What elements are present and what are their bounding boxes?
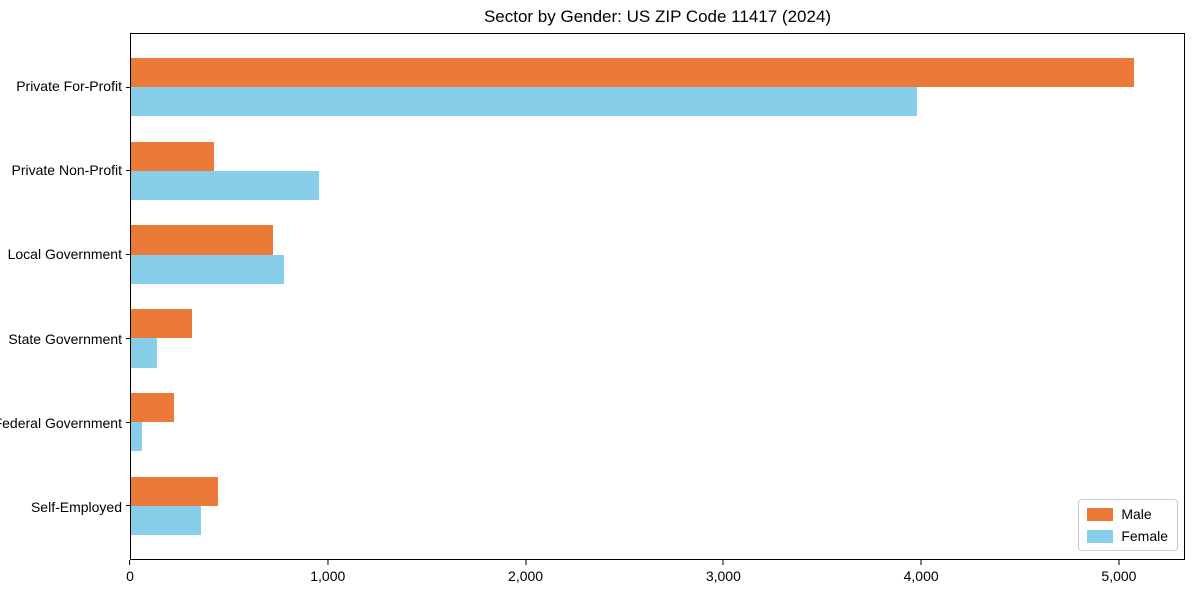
- bar-male: [131, 141, 214, 171]
- bar-female: [131, 170, 319, 201]
- y-tick-mark: [126, 86, 131, 88]
- y-tick-mark: [126, 254, 131, 256]
- x-tick-label: 4,000: [903, 568, 939, 584]
- x-tick-label: 1,000: [310, 568, 346, 584]
- x-tick-mark: [1118, 560, 1120, 565]
- y-tick-mark: [126, 170, 131, 172]
- x-tick-mark: [327, 560, 329, 565]
- y-axis-category-label: Local Government: [7, 246, 122, 263]
- x-tick: 2,000: [508, 560, 543, 584]
- x-tick: 3,000: [706, 560, 741, 584]
- x-axis: 0 1,000 2,000 3,000 4,000 5,000: [126, 560, 1185, 590]
- legend-label: Male: [1121, 506, 1152, 522]
- x-tick: 5,000: [1101, 560, 1136, 584]
- x-tick-mark: [920, 560, 922, 565]
- bar-female: [131, 338, 157, 368]
- legend-item-female: Female: [1087, 528, 1168, 544]
- chart-title: Sector by Gender: US ZIP Code 11417 (202…: [483, 7, 832, 26]
- y-tick-mark: [126, 337, 131, 339]
- bar-male: [131, 57, 1134, 88]
- y-axis-category-label: Private Non-Profit: [11, 162, 122, 179]
- x-tick-label: 3,000: [705, 568, 741, 584]
- x-tick-label: 2,000: [508, 568, 544, 584]
- x-tick-mark: [525, 560, 527, 565]
- y-axis-category-label: Private For-Profit: [16, 78, 122, 95]
- y-tick-mark: [126, 421, 131, 423]
- x-tick: 1,000: [310, 560, 345, 584]
- y-axis-category-label: Federal Government: [0, 414, 122, 431]
- bar-female: [131, 505, 202, 536]
- bar-female: [131, 422, 142, 452]
- legend-swatch-male: [1087, 507, 1114, 521]
- y-axis-category-label: Self-Employed: [30, 498, 122, 515]
- bar-male: [131, 309, 193, 339]
- x-tick-mark: [129, 560, 131, 565]
- legend-swatch-female: [1087, 529, 1114, 543]
- bar-male: [131, 225, 274, 255]
- y-axis-labels: Private For-Profit Private Non-Profit Loca…: [0, 33, 122, 560]
- plot-area: Male Female: [126, 33, 1185, 560]
- bar-male: [131, 392, 175, 423]
- bar-female: [131, 87, 917, 117]
- x-tick-label: 5,000: [1101, 568, 1137, 584]
- y-axis-category-label: State Government: [8, 330, 122, 347]
- y-tick-mark: [126, 505, 131, 507]
- legend-item-male: Male: [1087, 506, 1168, 522]
- legend: Male Female: [1078, 499, 1178, 551]
- x-tick-mark: [722, 560, 724, 565]
- bar-male: [131, 476, 218, 506]
- x-tick: 0: [126, 560, 134, 584]
- legend-label: Female: [1121, 528, 1168, 544]
- x-tick-label: 0: [126, 568, 134, 584]
- x-tick: 4,000: [904, 560, 939, 584]
- bar-female: [131, 254, 284, 284]
